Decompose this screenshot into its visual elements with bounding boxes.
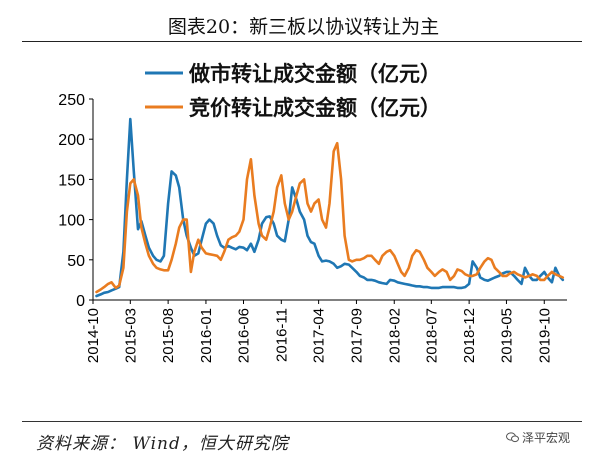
- x-tick-label: 2016-11: [273, 308, 290, 362]
- x-tick-label: 2018-07: [423, 308, 440, 363]
- watermark-text: 泽平宏观: [522, 431, 571, 445]
- series-line-1: [95, 117, 565, 298]
- title-divider: [22, 41, 582, 42]
- legend-label-1: 做市转让成交金额（亿元）: [188, 62, 441, 86]
- chart-axes: 0 50 100 150 200 250 2014-10 2015-03 2015-08 2016…: [58, 92, 567, 363]
- y-tick-label: 100: [58, 213, 85, 230]
- x-tick-label: 2015-03: [122, 308, 139, 363]
- page-title: 图表20：新三板以协议转让为主: [167, 16, 440, 38]
- y-tick-label: 0: [76, 293, 85, 310]
- x-tick-label: 2018-02: [386, 308, 403, 363]
- series-layer: [95, 117, 565, 298]
- series-line-2: [95, 141, 565, 294]
- watermark: 泽平宏观: [506, 429, 570, 446]
- x-tick-label: 2016-06: [236, 308, 253, 363]
- legend-label-2: 竞价转让成交金额（亿元）: [189, 96, 441, 120]
- x-tick-label: 2017-04: [311, 308, 328, 363]
- source-note: 资料来源： Wind，恒大研究院: [36, 434, 289, 454]
- chart-legend: 做市转让成交金额（亿元） 竞价转让成交金额（亿元）: [145, 62, 441, 120]
- x-tick-label: 2019-05: [498, 308, 515, 363]
- x-tick-label: 2015-08: [160, 308, 177, 363]
- footer-divider: [22, 421, 582, 422]
- y-tick-label: 200: [58, 132, 85, 149]
- y-tick-label: 250: [58, 92, 85, 109]
- x-tick-label: 2018-12: [461, 308, 478, 363]
- x-tick-label: 2016-01: [198, 308, 215, 363]
- y-tick-label: 50: [67, 253, 85, 270]
- x-tick-label: 2017-09: [348, 308, 365, 363]
- x-tick-label: 2019-10: [536, 308, 553, 363]
- y-tick-label: 150: [58, 172, 85, 189]
- wechat-icon: [506, 432, 519, 443]
- x-tick-label: 2014-10: [85, 308, 102, 363]
